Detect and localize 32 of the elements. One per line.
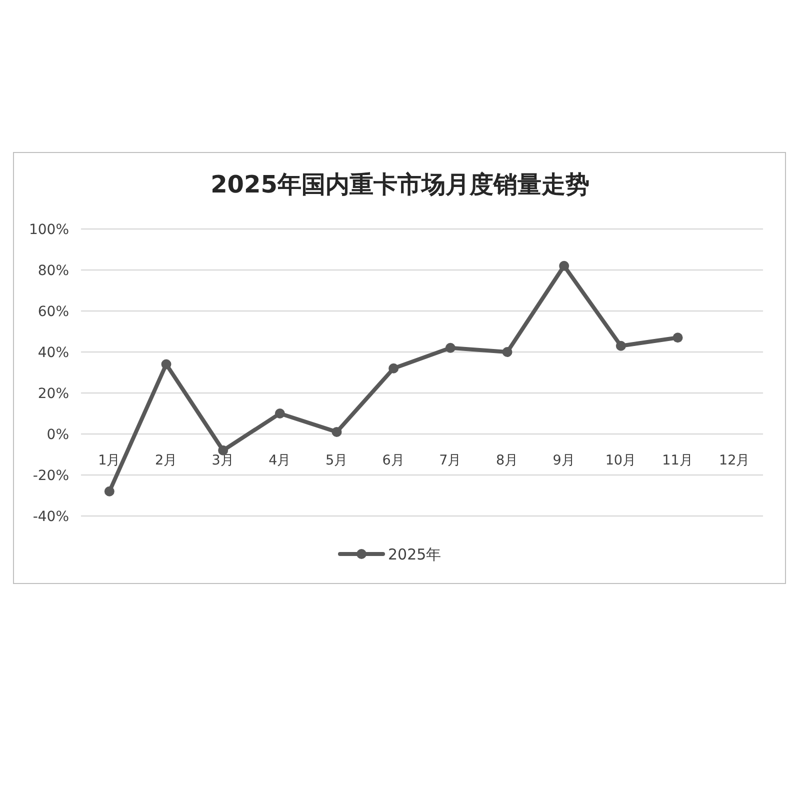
y-tick-label: -40%	[32, 508, 69, 525]
x-tick-label: 6月	[382, 452, 405, 469]
point	[274, 408, 285, 418]
chart-title: 2025年国内重卡市场月度销量走势	[210, 170, 590, 199]
point	[445, 342, 456, 353]
x-tick-label: 5月	[325, 452, 348, 469]
y-tick-label: 100%	[28, 222, 69, 238]
point	[559, 260, 570, 271]
point	[672, 332, 683, 343]
x-tick-label: 9月	[552, 452, 576, 469]
point	[104, 486, 114, 496]
x-tick-label: 4月	[268, 452, 292, 469]
x-tick-label: 12月	[718, 452, 750, 469]
y-tick-label: 20%	[38, 386, 69, 402]
point	[502, 347, 512, 357]
x-tick-label: 10月	[605, 452, 637, 469]
x-tick-label: 1月	[98, 452, 121, 469]
x-tick-label: 3月	[212, 452, 234, 469]
y-tick-label: 0%	[46, 426, 69, 443]
point	[388, 363, 399, 374]
x-tick-label: 2月	[154, 452, 178, 469]
x-tick-label: 11月	[662, 452, 694, 469]
point	[616, 340, 626, 351]
y-tick-label: 80%	[38, 262, 69, 279]
x-tick-label: 8月	[496, 452, 519, 469]
y-tick-label: 40%	[38, 344, 69, 361]
x-tick-label: 7月	[439, 452, 462, 469]
point	[332, 426, 342, 437]
legend-label: 2025年	[388, 545, 442, 564]
y-tick-label: -20%	[32, 468, 69, 484]
point	[161, 359, 172, 370]
y-tick-label: 60%	[38, 304, 69, 320]
